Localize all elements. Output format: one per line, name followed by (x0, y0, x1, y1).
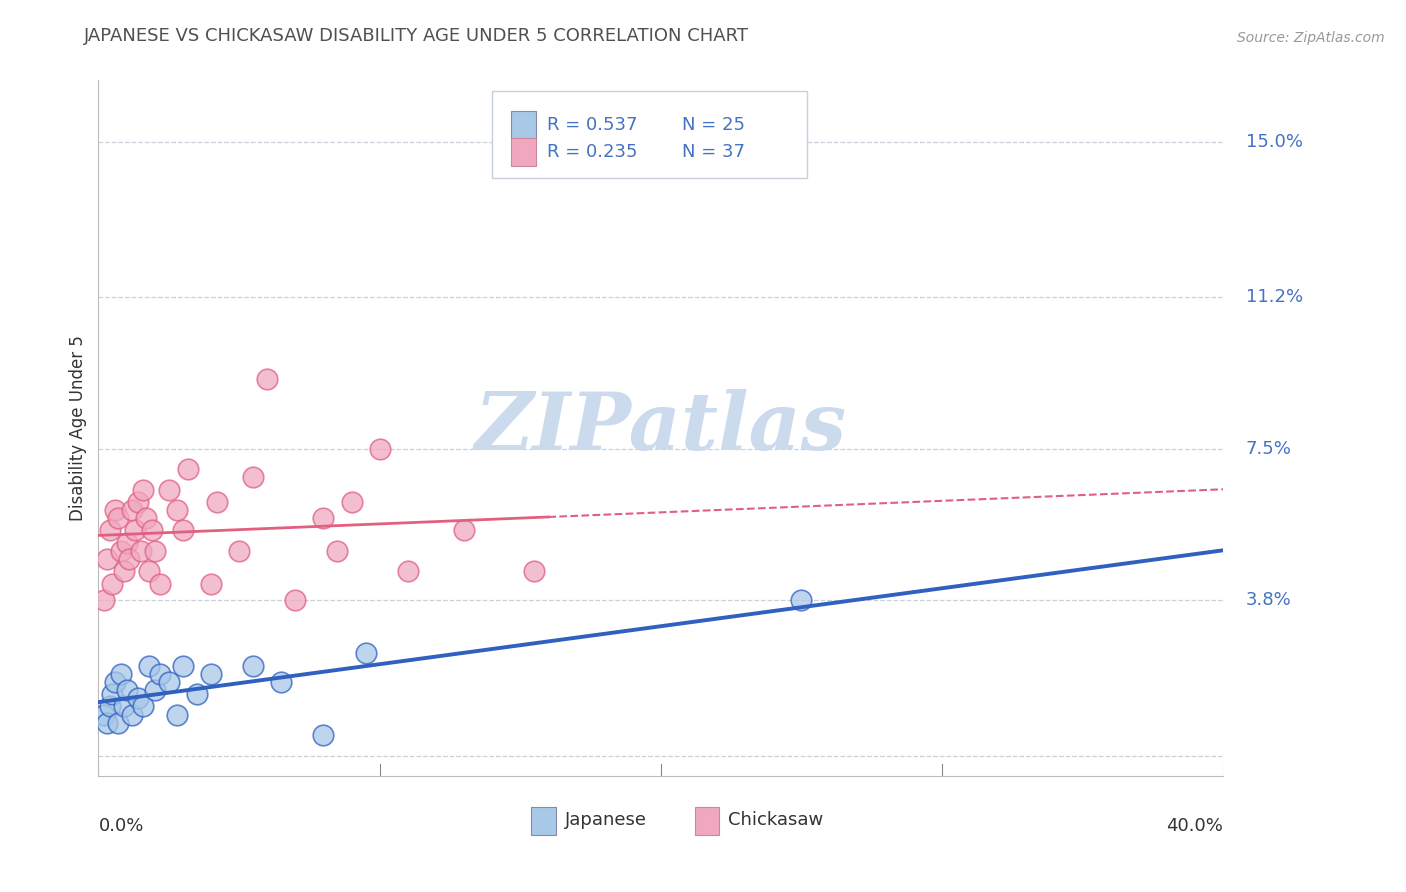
Text: 40.0%: 40.0% (1167, 817, 1223, 835)
Point (132, 483, 155, 497)
Text: R = 0.537: R = 0.537 (547, 116, 638, 134)
Point (96, 552, 118, 566)
Point (242, 658, 264, 673)
Point (115, 535, 138, 549)
Point (93, 593, 115, 607)
Point (138, 565, 160, 579)
Point (523, 565, 546, 579)
Point (96, 715, 118, 730)
Text: Chickasaw: Chickasaw (728, 811, 824, 829)
Point (368, 442, 391, 456)
Point (354, 646, 377, 660)
Point (101, 576, 124, 591)
Point (205, 495, 228, 509)
Point (200, 666, 222, 681)
Point (326, 544, 349, 558)
FancyBboxPatch shape (695, 807, 720, 835)
Point (124, 524, 146, 538)
Point (118, 552, 141, 566)
Point (453, 524, 475, 538)
Point (200, 576, 222, 591)
Point (172, 524, 194, 538)
Point (284, 593, 307, 607)
Y-axis label: Disability Age Under 5: Disability Age Under 5 (69, 335, 87, 521)
Point (143, 544, 166, 558)
Point (110, 666, 132, 681)
Point (242, 470, 264, 484)
Text: R = 0.235: R = 0.235 (547, 143, 638, 161)
Point (132, 699, 155, 714)
Point (127, 691, 149, 706)
Point (115, 683, 138, 698)
Point (172, 658, 194, 673)
Point (138, 658, 160, 673)
Text: 0.0%: 0.0% (98, 817, 143, 835)
Point (98, 524, 121, 538)
Point (157, 674, 180, 689)
Point (101, 687, 124, 701)
Point (107, 715, 129, 730)
Text: 11.2%: 11.2% (1246, 288, 1303, 306)
Point (312, 728, 335, 742)
Point (127, 495, 149, 509)
Point (112, 699, 135, 714)
Point (340, 495, 363, 509)
Text: 15.0%: 15.0% (1246, 133, 1303, 151)
Point (104, 503, 127, 517)
Text: Japanese: Japanese (565, 811, 647, 829)
Point (104, 674, 127, 689)
Text: N = 25: N = 25 (682, 116, 745, 134)
Text: 3.8%: 3.8% (1246, 591, 1292, 609)
Text: N = 37: N = 37 (682, 143, 745, 161)
Text: 7.5%: 7.5% (1246, 440, 1292, 458)
Point (312, 511, 335, 525)
FancyBboxPatch shape (492, 91, 807, 178)
Point (141, 524, 163, 538)
Point (149, 576, 172, 591)
Point (93, 707, 115, 722)
Point (166, 707, 188, 722)
Point (121, 503, 143, 517)
Point (270, 674, 292, 689)
Point (177, 462, 200, 476)
Point (107, 511, 129, 525)
Point (228, 544, 250, 558)
Point (186, 687, 208, 701)
Point (135, 511, 157, 525)
Point (157, 483, 180, 497)
Point (129, 544, 152, 558)
Point (790, 593, 813, 607)
Point (166, 503, 188, 517)
Point (149, 666, 172, 681)
Point (121, 707, 143, 722)
FancyBboxPatch shape (512, 138, 536, 166)
Point (112, 565, 135, 579)
Text: ZIPatlas: ZIPatlas (475, 390, 846, 467)
Text: JAPANESE VS CHICKASAW DISABILITY AGE UNDER 5 CORRELATION CHART: JAPANESE VS CHICKASAW DISABILITY AGE UND… (84, 27, 749, 45)
Point (256, 372, 278, 386)
Point (396, 565, 419, 579)
FancyBboxPatch shape (531, 807, 557, 835)
Point (98, 699, 121, 714)
Point (110, 544, 132, 558)
Text: Source: ZipAtlas.com: Source: ZipAtlas.com (1237, 30, 1385, 45)
Point (143, 683, 166, 698)
FancyBboxPatch shape (512, 111, 536, 138)
